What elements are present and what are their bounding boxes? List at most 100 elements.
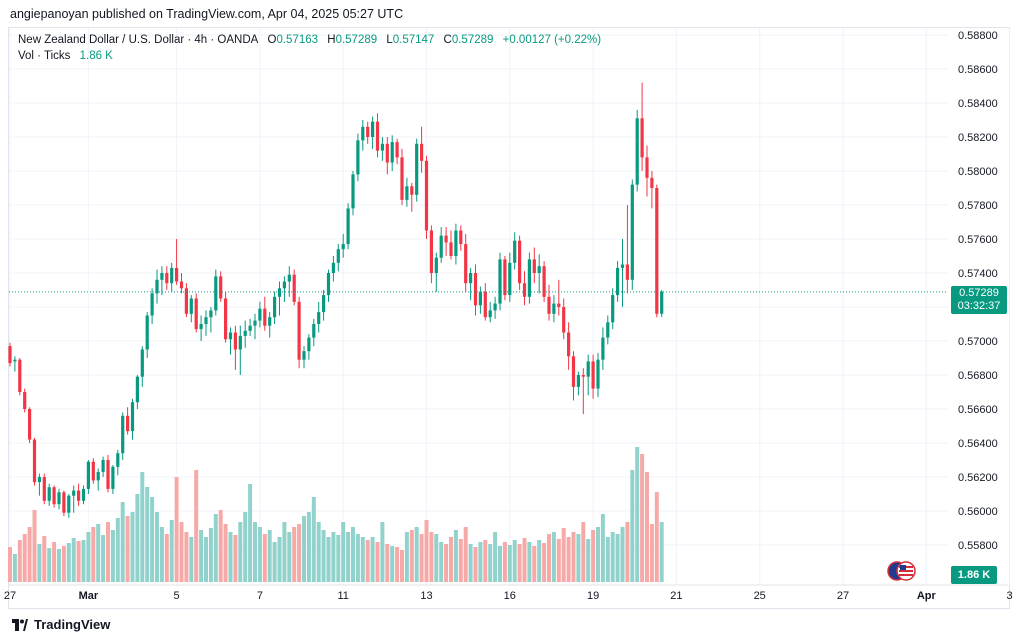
candle-body: [331, 262, 335, 273]
candle-body: [410, 186, 414, 195]
candle-body: [248, 325, 252, 331]
candle-body: [655, 188, 659, 314]
close-value: 0.57289: [451, 34, 494, 46]
volume-bar: [640, 454, 645, 582]
volume-bar: [502, 542, 507, 582]
volume-bar: [120, 502, 125, 582]
volume-bar: [468, 544, 473, 582]
grid-lines: [9, 28, 1011, 586]
volume-bar: [424, 520, 429, 582]
candle-body: [155, 279, 159, 294]
candle-body: [189, 298, 193, 314]
volume-bar: [189, 537, 194, 582]
volume-bar: [96, 524, 101, 582]
candle-body: [620, 264, 625, 268]
candle-body: [390, 142, 394, 163]
price-tick-label: 0.55800: [958, 540, 998, 552]
candle-body: [135, 376, 139, 403]
candle-body: [160, 273, 164, 280]
brand-footer[interactable]: TradingView: [12, 617, 110, 632]
candle-body: [361, 126, 365, 141]
candle-body: [106, 460, 110, 489]
volume-bar: [47, 548, 52, 582]
candle-body: [527, 259, 531, 297]
candle-body: [13, 359, 17, 362]
candle-body: [57, 492, 61, 505]
volume-bar: [351, 527, 355, 582]
candle-body: [52, 487, 56, 505]
candle-body: [650, 177, 654, 188]
candle-body: [47, 487, 51, 501]
volume-bar: [155, 512, 159, 582]
candle-body: [121, 415, 125, 454]
candle-body: [508, 262, 512, 296]
volume-bar: [414, 527, 419, 582]
volume-bar: [208, 528, 213, 582]
candle-body: [586, 361, 590, 377]
volume-bar: [130, 512, 135, 582]
volume-bar: [267, 530, 272, 582]
volume-label: Vol · Ticks: [18, 50, 71, 62]
volume-bar: [542, 543, 547, 582]
candle-body: [581, 375, 585, 377]
candle-body: [547, 296, 551, 314]
volume-bar: [507, 545, 512, 582]
candle-body: [346, 208, 350, 245]
volume-bar: [336, 535, 341, 582]
last-price-value: 0.57289: [959, 287, 999, 299]
candle-body: [184, 288, 188, 314]
candle-body: [611, 295, 615, 323]
volume-bar: [346, 532, 351, 582]
volume-bar: [32, 510, 37, 582]
volume-bar: [125, 516, 130, 582]
candle-body: [77, 490, 81, 501]
volume-bar: [581, 522, 586, 582]
price-tick-label: 0.58600: [958, 64, 998, 76]
candle-body: [625, 264, 629, 280]
candle-body: [233, 332, 237, 350]
candle-body: [194, 298, 198, 330]
candle-body: [630, 184, 634, 280]
candle-body: [297, 301, 301, 360]
candle-body: [243, 330, 247, 336]
candle-body: [228, 332, 233, 340]
time-tick-label: 16: [504, 590, 516, 602]
candle-body: [537, 266, 541, 273]
candle-body: [503, 259, 507, 296]
volume-bar: [576, 534, 581, 582]
volume-bar: [473, 547, 478, 582]
candle-body: [571, 356, 576, 387]
volume-bar: [61, 546, 66, 582]
candle-body: [268, 317, 272, 326]
volume-bar: [498, 546, 502, 582]
volume-bar: [591, 530, 596, 582]
volume-bar: [400, 550, 404, 582]
volume-badge: 1.86 K: [951, 566, 997, 584]
high-label: H: [327, 34, 336, 46]
volume-bar: [527, 542, 532, 582]
time-axis[interactable]: 27Mar5711131619212527Apr36: [4, 590, 1024, 602]
candle-body: [277, 288, 282, 297]
change-value: +0.00127 (+0.22%): [502, 34, 602, 46]
time-tick-label: 11: [337, 590, 348, 602]
candle-body: [81, 488, 86, 501]
publish-caption: angiepanoyan published on TradingView.co…: [10, 7, 404, 21]
volume-bar: [27, 527, 32, 582]
price-tick-label: 0.57600: [958, 234, 998, 246]
candle-body: [488, 310, 492, 318]
volume-bar: [586, 539, 591, 582]
candle-body: [420, 143, 424, 161]
open-value: 0.57163: [276, 34, 319, 46]
volume-bar: [449, 537, 453, 582]
volume-bar: [610, 532, 615, 582]
volume-bar: [522, 538, 527, 582]
volume-bar: [164, 534, 169, 582]
volume-bar: [223, 524, 228, 582]
candle-body: [395, 142, 399, 158]
candle-body: [424, 160, 429, 231]
volume-bar: [439, 542, 444, 582]
nz-us-flags-icon[interactable]: [886, 558, 918, 584]
candle-body: [532, 259, 536, 273]
candle-body: [459, 230, 463, 245]
